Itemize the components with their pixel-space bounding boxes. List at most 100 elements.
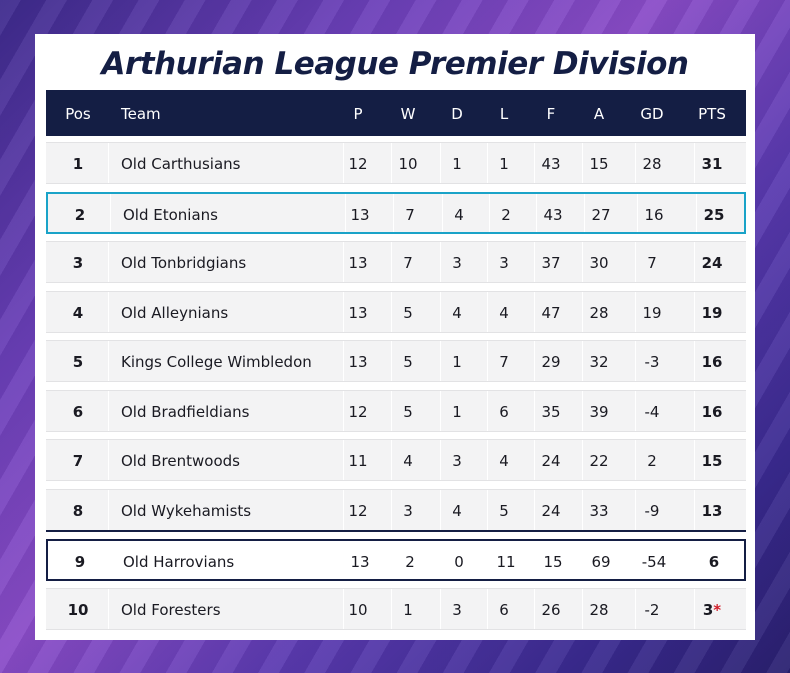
column-separator [694,490,695,530]
points-value: 3 [702,601,714,619]
points-value: 25 [703,206,725,224]
column-separator [694,292,695,332]
team-name: Old Bradfieldians [121,403,250,421]
won-cell: 4 [403,452,413,470]
won-cell: 5 [403,403,413,421]
team-name: Old Harrovians [123,553,235,571]
points-cell: 3* [692,601,732,619]
header-points: PTS [698,105,726,123]
column-separator [110,194,111,232]
table-row: 3 Old Tonbridgians 13 7 3 3 37 30 7 24 [46,241,746,283]
column-separator [534,490,535,530]
column-separator [534,292,535,332]
column-separator [108,490,109,530]
header-team: Team [121,105,161,123]
column-separator [391,242,392,282]
column-separator [108,391,109,431]
goals-for-cell: 43 [541,155,561,173]
column-separator [487,391,488,431]
team-name: Kings College Wimbledon [121,353,312,371]
position-cell: 7 [72,452,84,470]
points-value: 6 [708,553,720,571]
points-value: 16 [701,353,723,371]
played-cell: 13 [348,304,368,322]
header-drawn: D [451,105,463,123]
column-separator [391,292,392,332]
column-separator [635,341,636,381]
table-row: 6 Old Bradfieldians 12 5 1 6 35 39 -4 16 [46,390,746,432]
column-separator [440,143,441,183]
column-separator [534,589,535,629]
goals-against-cell: 28 [589,304,609,322]
goals-against-cell: 27 [591,206,611,224]
position-cell: 3 [72,254,84,272]
team-name: Old Tonbridgians [121,254,247,272]
column-separator [694,341,695,381]
lost-cell: 3 [499,254,509,272]
position-cell: 8 [72,502,84,520]
league-table-card: Arthurian League Premier Division Pos Te… [35,34,755,640]
lost-cell: 11 [496,553,516,571]
goals-against-cell: 15 [589,155,609,173]
column-separator [534,391,535,431]
column-separator [393,541,394,579]
column-separator [487,143,488,183]
header-pos: Pos [65,105,91,123]
points-value: 19 [701,304,723,322]
column-separator [582,292,583,332]
points-cell: 31 [692,155,732,173]
column-separator [343,242,344,282]
goals-against-cell: 22 [589,452,609,470]
points-cell: 16 [692,403,732,421]
column-separator [108,440,109,480]
goal-difference-cell: 28 [642,155,662,173]
column-separator [582,391,583,431]
won-cell: 3 [403,502,413,520]
goals-against-cell: 32 [589,353,609,371]
table-row: 4 Old Alleynians 13 5 4 4 47 28 19 19 [46,291,746,333]
column-separator [582,440,583,480]
played-cell: 13 [348,254,368,272]
column-separator [694,440,695,480]
drawn-cell: 0 [454,553,464,571]
column-separator [440,589,441,629]
table-row: 2 Old Etonians 13 7 4 2 43 27 16 25 [46,192,746,234]
table-title: Arthurian League Premier Division [101,46,689,82]
column-separator [108,242,109,282]
column-separator [536,541,537,579]
points-cell: 16 [692,353,732,371]
column-separator [582,341,583,381]
column-separator [393,194,394,232]
goal-difference-cell: -54 [641,553,667,571]
won-cell: 7 [405,206,415,224]
lost-cell: 6 [499,403,509,421]
goal-difference-cell: -9 [644,502,660,520]
goal-difference-cell: -2 [644,601,660,619]
drawn-cell: 1 [452,403,462,421]
table-header: Pos Team P W D L F A GD PTS [46,90,746,136]
table-row: 8 Old Wykehamists 12 3 4 5 24 33 -9 13 [46,489,746,531]
column-separator [343,341,344,381]
goals-for-cell: 24 [541,452,561,470]
points-cell: 25 [694,206,734,224]
column-separator [343,589,344,629]
column-separator [534,242,535,282]
played-cell: 12 [348,502,368,520]
played-cell: 10 [348,601,368,619]
table-row: 1 Old Carthusians 12 10 1 1 43 15 28 31 [46,142,746,184]
column-separator [487,440,488,480]
column-separator [440,391,441,431]
position-cell: 1 [72,155,84,173]
position-cell: 5 [72,353,84,371]
played-cell: 13 [350,206,370,224]
column-separator [637,541,638,579]
column-separator [108,292,109,332]
column-separator [440,440,441,480]
column-separator [108,589,109,629]
played-cell: 11 [348,452,368,470]
column-separator [440,490,441,530]
column-separator [534,143,535,183]
table-row: 9 Old Harrovians 13 2 0 11 15 69 -54 6 [46,539,746,581]
goals-against-cell: 39 [589,403,609,421]
goals-for-cell: 15 [543,553,563,571]
